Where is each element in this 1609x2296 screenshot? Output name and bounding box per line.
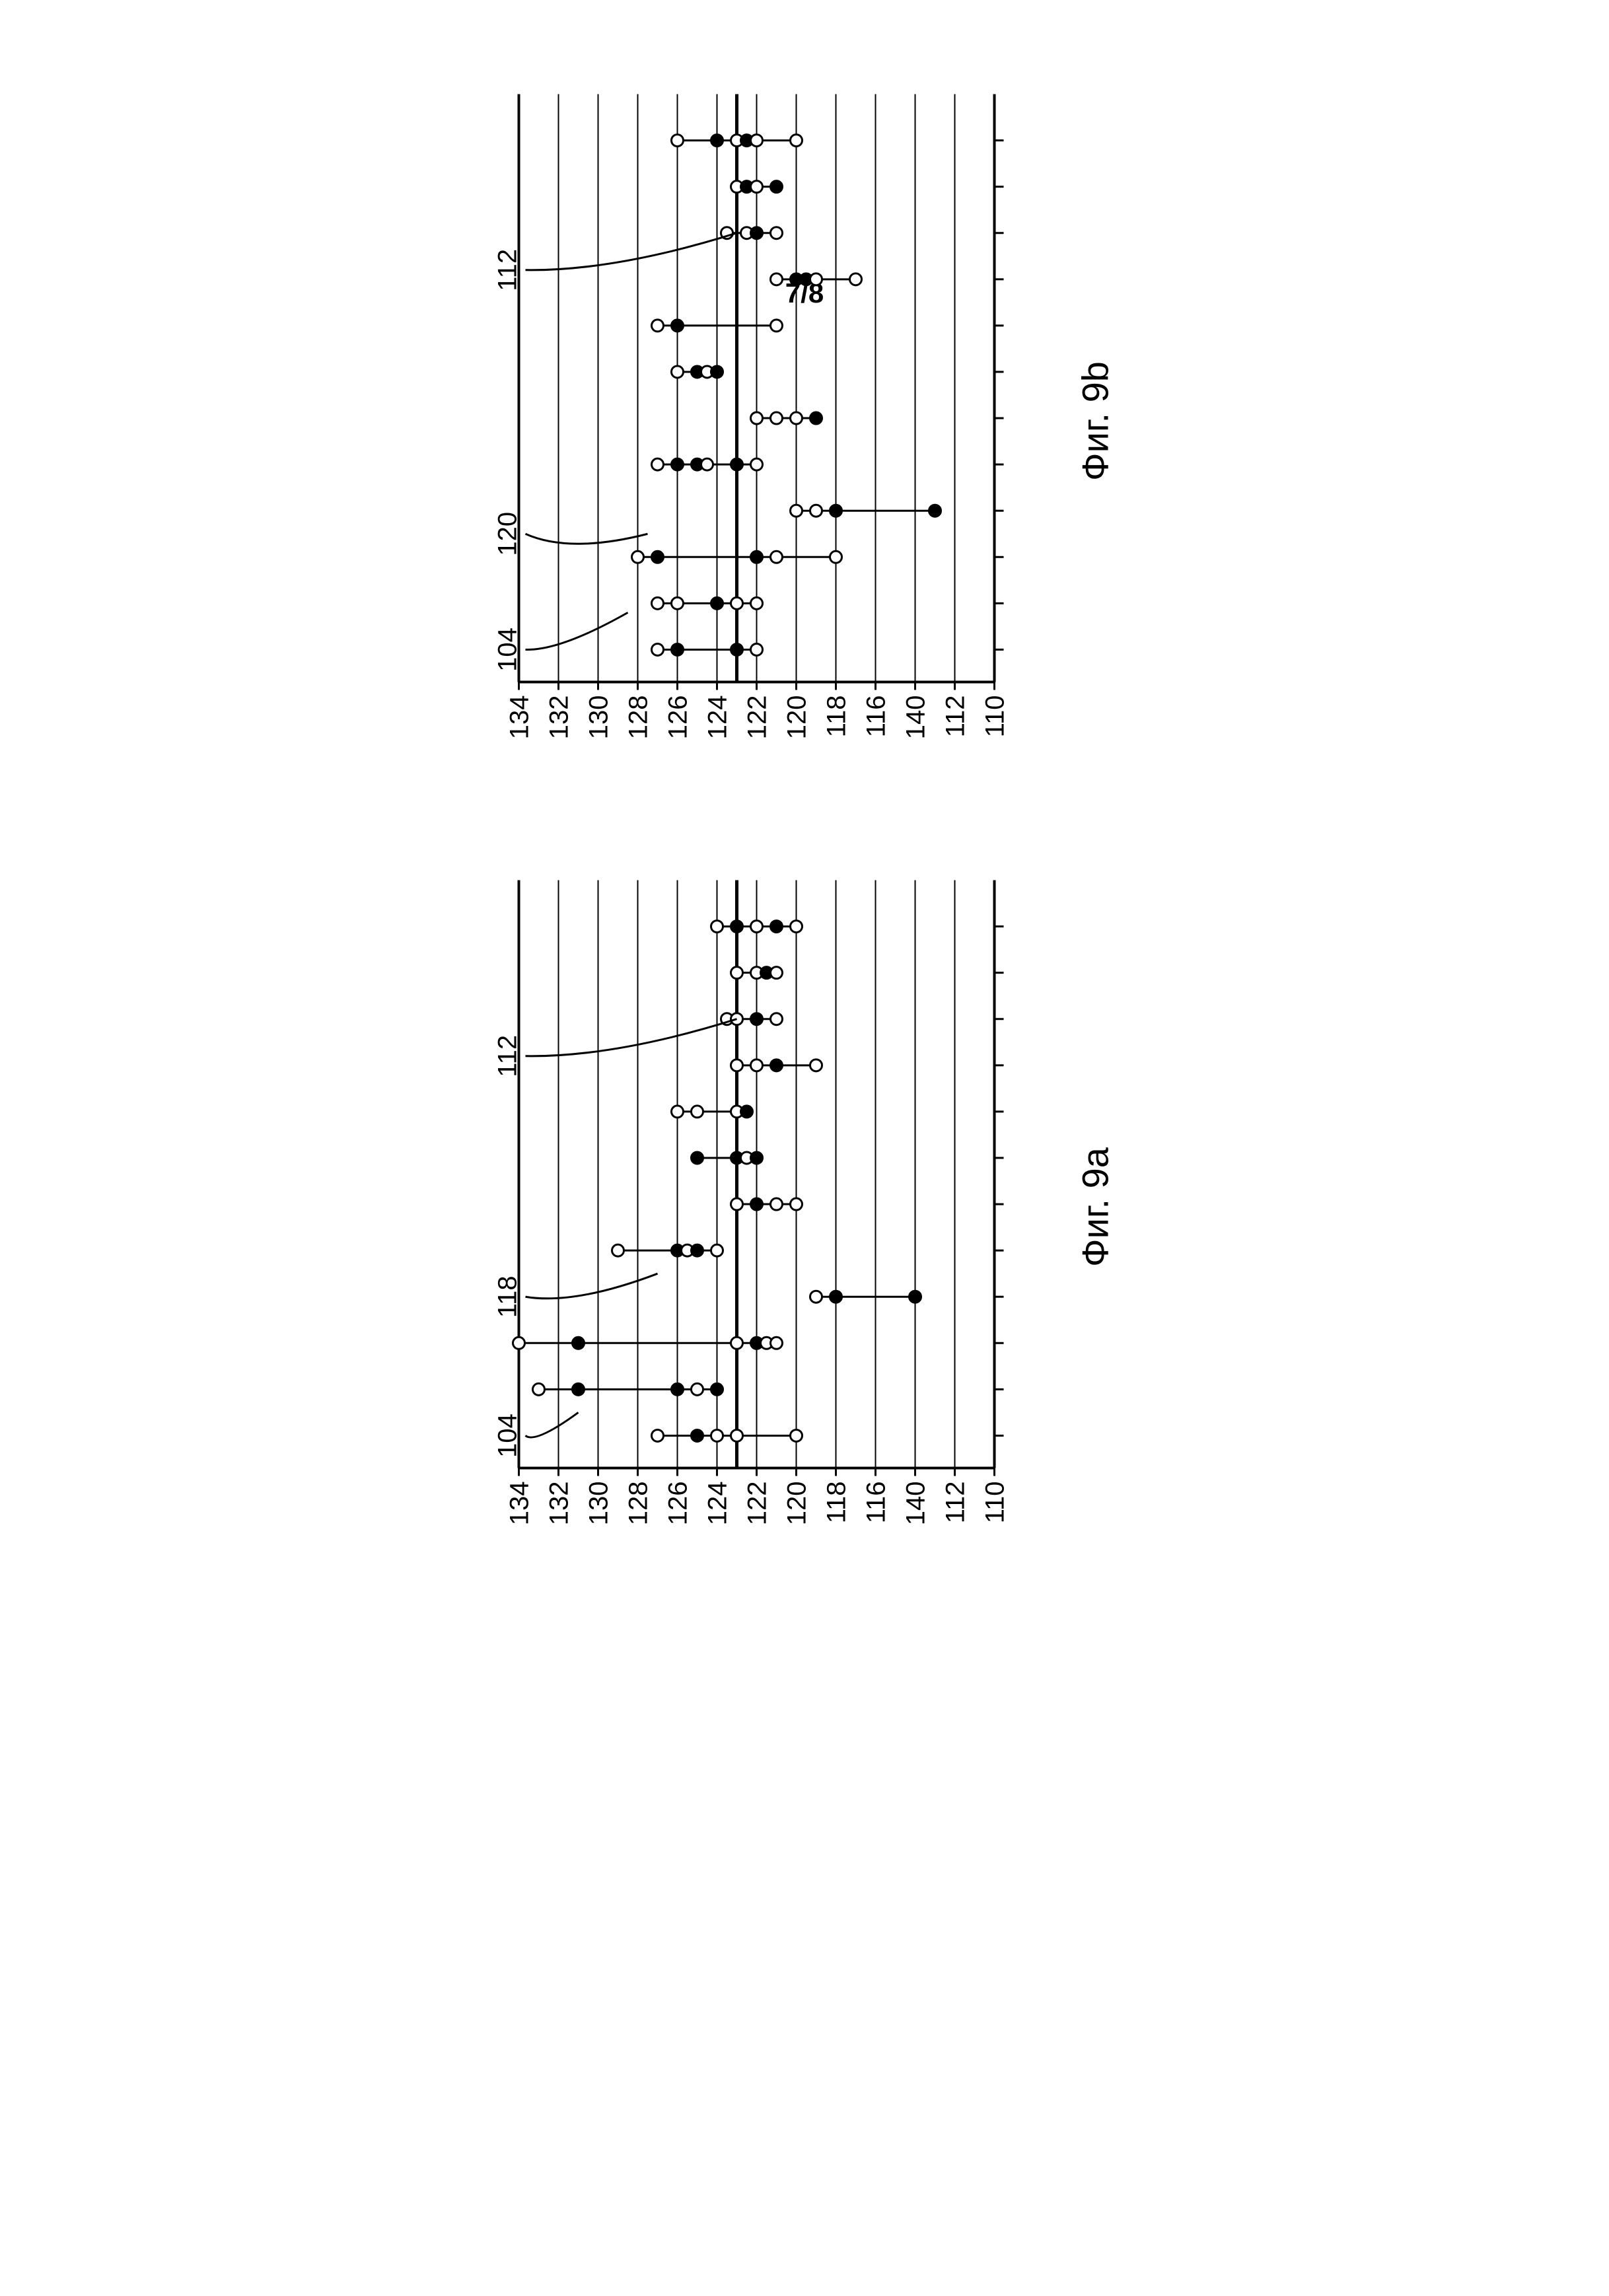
chart-a: 110 112 140 116 118 120 122 124 126 128 130 132 134 1…: [493, 861, 1054, 1554]
svg-text:104: 104: [493, 628, 522, 672]
page: 7/8 110112140116118120122124126128130132…: [0, 0, 1609, 2296]
svg-text:128: 128: [624, 696, 653, 740]
chart-b: 110 112 140 116 118 120 122 124 126 128 130 132 134 1…: [493, 75, 1054, 768]
svg-text:116: 116: [862, 696, 891, 738]
svg-text:130: 130: [585, 1482, 614, 1526]
chart-a-block: 110 112 140 116 118 120 122 124 126 128 130 132 134 1…: [493, 861, 1117, 1554]
svg-text:134: 134: [505, 1482, 534, 1526]
chart-b-caption: Фиг. 9b: [1074, 361, 1117, 481]
chart-a-caption: Фиг. 9a: [1074, 1147, 1117, 1267]
svg-text:112: 112: [493, 1035, 522, 1077]
svg-text:126: 126: [664, 696, 693, 740]
svg-text:124: 124: [703, 1482, 733, 1526]
svg-text:118: 118: [822, 696, 851, 738]
svg-text:120: 120: [783, 696, 812, 740]
svg-text:118: 118: [822, 1482, 851, 1524]
svg-text:120: 120: [493, 512, 522, 556]
svg-text:140: 140: [902, 696, 931, 740]
svg-text:112: 112: [941, 1482, 970, 1524]
svg-text:122: 122: [743, 1482, 772, 1526]
svg-text:132: 132: [545, 1482, 574, 1526]
svg-text:110: 110: [981, 696, 1010, 738]
svg-text:118: 118: [493, 1275, 522, 1318]
svg-text:134: 134: [505, 696, 534, 740]
svg-text:130: 130: [585, 696, 614, 740]
svg-text:116: 116: [862, 1482, 891, 1524]
svg-text:126: 126: [664, 1482, 693, 1526]
chart-b-block: 110 112 140 116 118 120 122 124 126 128 130 132 134 1…: [493, 75, 1117, 768]
svg-text:104: 104: [493, 1414, 522, 1458]
svg-text:112: 112: [493, 249, 522, 291]
svg-text:110: 110: [981, 1482, 1010, 1524]
svg-text:132: 132: [545, 696, 574, 740]
svg-text:128: 128: [624, 1482, 653, 1526]
svg-text:112: 112: [941, 696, 970, 738]
charts-container: 110 112 140 116 118 120 122 124 126 128 130 132 134 1…: [493, 75, 1117, 1554]
svg-text:140: 140: [902, 1482, 931, 1526]
svg-text:122: 122: [743, 696, 772, 740]
svg-text:120: 120: [783, 1482, 812, 1526]
svg-text:124: 124: [703, 696, 733, 740]
